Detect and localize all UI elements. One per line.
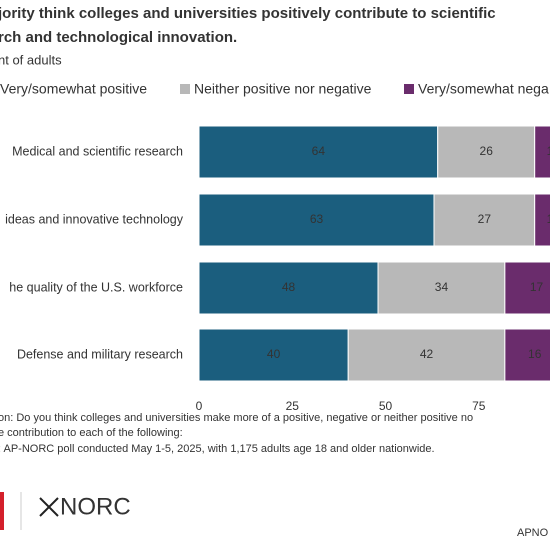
value-label: 17	[530, 280, 544, 294]
legend-label: Very/somewhat positive	[0, 81, 147, 97]
footer: APNO	[517, 527, 549, 539]
value-label: 40	[267, 347, 281, 361]
y-tick-label: he quality of the U.S. workforce	[9, 280, 183, 294]
logo-mark	[0, 492, 4, 530]
chart-title: jority think colleges and universities p…	[0, 5, 496, 22]
bar	[437, 125, 536, 179]
y-tick-label: ideas and innovative technology	[5, 212, 184, 226]
bar	[347, 328, 506, 382]
legend-swatch	[180, 84, 190, 94]
value-label: 34	[435, 280, 449, 294]
legend-swatch	[404, 84, 414, 94]
note: on: Do you think colleges and universiti…	[0, 412, 473, 424]
x-tick-label: 75	[472, 399, 486, 413]
value-label: 63	[310, 212, 324, 226]
bar	[198, 261, 379, 315]
bar	[198, 328, 349, 382]
y-tick-label: Defense and military research	[17, 347, 183, 361]
bar	[504, 261, 550, 315]
x-tick-label: 0	[196, 399, 203, 413]
value-label: 16	[528, 347, 542, 361]
value-label: 64	[312, 144, 326, 158]
value-label: 48	[282, 280, 296, 294]
x-tick-label: 25	[286, 399, 300, 413]
chart-title: rch and technological innovation.	[0, 29, 237, 46]
subtitle: nt of adults	[0, 52, 62, 67]
x-tick-label: 50	[379, 399, 393, 413]
note: e contribution to each of the following:	[0, 427, 183, 439]
value-label: 10	[547, 212, 550, 226]
value-label: 26	[480, 144, 494, 158]
logo: NORC	[60, 493, 131, 520]
logo-icon	[39, 497, 59, 517]
value-label: 42	[420, 347, 434, 361]
y-tick-label: Medical and scientific research	[12, 144, 183, 158]
bar	[534, 193, 550, 247]
value-label: 27	[478, 212, 492, 226]
bar	[377, 261, 506, 315]
bar	[198, 125, 439, 179]
legend-label: Very/somewhat nega	[418, 81, 549, 97]
value-label: 10	[547, 144, 550, 158]
legend-label: Neither positive nor negative	[194, 81, 372, 97]
bar	[534, 125, 550, 179]
note: : AP-NORC poll conducted May 1-5, 2025, …	[0, 443, 435, 455]
bar	[504, 328, 550, 382]
